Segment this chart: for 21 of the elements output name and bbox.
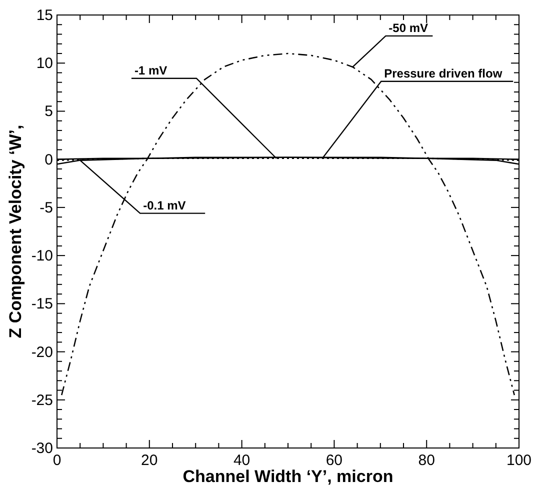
y-tick-label: 5	[44, 103, 53, 120]
y-tick-label: 15	[36, 7, 53, 24]
x-tick-label: 60	[326, 452, 343, 469]
y-tick-label: -25	[31, 392, 53, 409]
x-tick-label: 40	[233, 452, 250, 469]
y-tick-label: -15	[31, 296, 53, 313]
x-tick-label: 100	[506, 452, 532, 469]
y-tick-label: -5	[40, 199, 53, 216]
x-axis-title: Channel Width ‘Y’, micron	[182, 467, 394, 485]
legend-label: Pressure driven flow	[384, 66, 503, 80]
x-tick-label: 80	[418, 452, 435, 469]
y-tick-label: -10	[31, 248, 53, 265]
x-tick-label: 20	[141, 452, 158, 469]
text: -0.1 mV	[143, 198, 186, 212]
text: -1 mV	[134, 63, 168, 78]
y-tick-label: 10	[36, 55, 53, 72]
text: -50 mV	[388, 20, 428, 35]
y-tick-label: 0	[44, 151, 53, 168]
y-axis-title: Z Component Velocity ‘W’,	[6, 124, 25, 338]
y-tick-label: -30	[31, 440, 53, 457]
y-tick-label: -20	[31, 344, 53, 361]
